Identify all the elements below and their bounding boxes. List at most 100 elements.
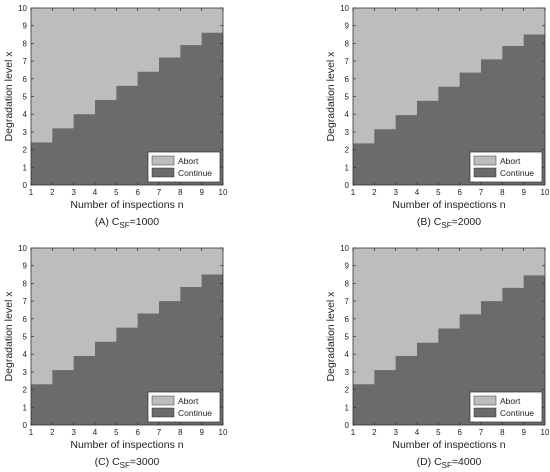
legend-swatch-abort xyxy=(151,155,175,166)
x-tick-label: 9 xyxy=(521,428,526,437)
legend-label-continue: Continue xyxy=(178,408,212,418)
x-tick-label: 4 xyxy=(93,188,98,197)
x-tick-label: 7 xyxy=(479,188,484,197)
x-tick-label: 1 xyxy=(29,428,34,437)
x-tick-label: 10 xyxy=(219,428,228,437)
y-axis-label: Degradation level x xyxy=(3,291,15,382)
legend-swatch-abort xyxy=(473,395,497,406)
x-tick-label: 4 xyxy=(415,428,420,437)
x-tick-label: 2 xyxy=(372,188,377,197)
y-axis-label: Degradation level x xyxy=(325,291,337,382)
x-tick-label: 10 xyxy=(219,188,228,197)
x-tick-label: 5 xyxy=(436,188,441,197)
y-tick-label: 7 xyxy=(23,57,28,66)
continue-region xyxy=(353,275,545,425)
y-tick-label: 6 xyxy=(23,75,28,84)
x-axis-label: Number of inspections n xyxy=(392,199,505,211)
x-axis-label: Number of inspections n xyxy=(70,199,183,211)
y-tick-label: 4 xyxy=(345,350,350,359)
x-tick-label: 6 xyxy=(457,188,462,197)
y-tick-label: 6 xyxy=(23,315,28,324)
y-tick-label: 9 xyxy=(345,22,350,31)
caption-value: =2000 xyxy=(452,216,482,228)
x-tick-label: 6 xyxy=(135,188,140,197)
x-tick-label: 8 xyxy=(500,428,505,437)
legend: Abort Continue xyxy=(147,151,221,183)
y-tick-label: 2 xyxy=(345,386,350,395)
caption-subscript: SF xyxy=(441,221,451,230)
caption-prefix: (A) C xyxy=(95,216,120,228)
y-tick-label: 8 xyxy=(345,279,350,288)
legend: Abort Continue xyxy=(469,391,543,423)
y-tick-label: 10 xyxy=(18,244,27,253)
caption-subscript: SF xyxy=(119,221,129,230)
y-tick-label: 7 xyxy=(23,297,28,306)
y-tick-label: 0 xyxy=(23,181,28,190)
x-tick-label: 4 xyxy=(415,188,420,197)
y-tick-label: 8 xyxy=(23,279,28,288)
x-tick-label: 6 xyxy=(457,428,462,437)
y-tick-label: 8 xyxy=(345,39,350,48)
x-tick-label: 3 xyxy=(71,188,76,197)
y-axis-label: Degradation level x xyxy=(325,51,337,142)
x-tick-label: 5 xyxy=(114,428,119,437)
y-tick-label: 5 xyxy=(23,93,28,102)
legend-label-abort: Abort xyxy=(178,156,199,166)
y-tick-label: 7 xyxy=(345,297,350,306)
y-axis-label: Degradation level x xyxy=(3,51,15,142)
legend-swatch-abort xyxy=(473,155,497,166)
continue-region xyxy=(31,274,223,425)
y-tick-label: 3 xyxy=(345,368,350,377)
x-axis-label: Number of inspections n xyxy=(70,439,183,451)
x-tick-label: 2 xyxy=(372,428,377,437)
x-tick-label: 1 xyxy=(351,188,356,197)
y-tick-label: 1 xyxy=(345,163,350,172)
legend-swatch-continue xyxy=(473,167,497,178)
x-tick-label: 8 xyxy=(500,188,505,197)
legend-label-abort: Abort xyxy=(500,396,521,406)
legend-label-abort: Abort xyxy=(178,396,199,406)
legend: Abort Continue xyxy=(469,151,543,183)
x-tick-label: 7 xyxy=(157,188,162,197)
panel-caption: (A) CSF=1000 xyxy=(95,216,159,230)
y-tick-label: 2 xyxy=(345,146,350,155)
y-tick-label: 4 xyxy=(23,110,28,119)
caption-value: =1000 xyxy=(130,216,160,228)
x-tick-label: 5 xyxy=(436,428,441,437)
y-tick-label: 1 xyxy=(345,403,350,412)
y-tick-label: 0 xyxy=(23,421,28,430)
x-tick-label: 1 xyxy=(351,428,356,437)
legend: Abort Continue xyxy=(147,391,221,423)
x-tick-label: 8 xyxy=(178,188,183,197)
legend-label-continue: Continue xyxy=(500,408,534,418)
y-tick-label: 0 xyxy=(345,421,350,430)
y-tick-label: 4 xyxy=(23,350,28,359)
y-tick-label: 9 xyxy=(23,262,28,271)
caption-subscript: SF xyxy=(442,461,452,470)
x-tick-label: 1 xyxy=(29,188,34,197)
y-tick-label: 10 xyxy=(340,4,349,13)
y-tick-label: 5 xyxy=(345,333,350,342)
continue-region xyxy=(353,34,545,185)
x-tick-label: 3 xyxy=(71,428,76,437)
legend-swatch-abort xyxy=(151,395,175,406)
y-tick-label: 3 xyxy=(345,128,350,137)
caption-value: =4000 xyxy=(452,456,482,468)
y-tick-label: 6 xyxy=(345,315,350,324)
legend-swatch-continue xyxy=(473,407,497,418)
caption-prefix: (C) C xyxy=(95,456,120,468)
panel-caption: (C) CSF=3000 xyxy=(95,456,160,470)
x-tick-label: 3 xyxy=(393,188,398,197)
legend-label-continue: Continue xyxy=(500,168,534,178)
x-tick-label: 8 xyxy=(178,428,183,437)
caption-value: =3000 xyxy=(130,456,160,468)
caption-subscript: SF xyxy=(120,461,130,470)
caption-prefix: (D) C xyxy=(417,456,442,468)
y-tick-label: 2 xyxy=(23,146,28,155)
x-tick-label: 4 xyxy=(93,428,98,437)
legend-label-abort: Abort xyxy=(500,156,521,166)
y-tick-label: 3 xyxy=(23,128,28,137)
x-tick-label: 9 xyxy=(199,188,204,197)
